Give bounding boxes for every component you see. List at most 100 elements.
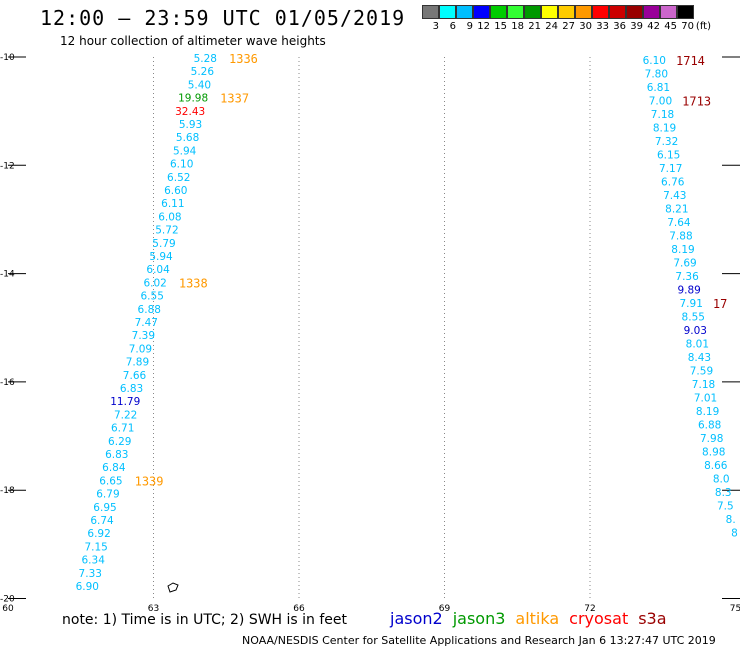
wave-height-label: 5.72 — [155, 225, 178, 237]
wave-height-label: 6.79 — [96, 489, 119, 501]
color-swatch — [490, 5, 507, 19]
wave-height-label: 7.39 — [132, 330, 155, 342]
wave-height-label: 5.28 — [194, 53, 217, 65]
wave-height-label: 19.98 — [178, 93, 208, 105]
pass-time-label: 1339 — [135, 474, 164, 488]
wave-height-label: 8.98 — [702, 447, 725, 459]
wave-height-label: 7.69 — [673, 258, 696, 270]
color-scale-bar — [422, 5, 694, 21]
credit-line: NOAA/NESDIS Center for Satellite Applica… — [242, 634, 716, 647]
color-scale-label: 36 — [613, 21, 626, 32]
wave-height-label: 7.01 — [694, 393, 717, 405]
wave-height-label: 6.04 — [146, 264, 170, 276]
wave-height-label: 7.22 — [114, 409, 137, 421]
lon-tick-label: 63 — [148, 604, 159, 614]
pass-time-label: 1338 — [179, 276, 208, 290]
pass-time-label: 17 — [713, 297, 727, 311]
lon-tick-label: 66 — [293, 604, 305, 614]
wave-height-label: 6.34 — [82, 555, 106, 567]
wave-height-label: 7.33 — [79, 568, 102, 580]
wave-height-label: 5.26 — [191, 66, 215, 78]
color-scale-label: 12 — [477, 21, 490, 32]
wave-height-label: 5.93 — [179, 119, 202, 131]
pass-time-label: 1337 — [220, 92, 249, 106]
color-swatch — [592, 5, 609, 19]
lat-tick-label: -20 — [0, 595, 15, 605]
wave-height-label: 8.01 — [686, 339, 709, 351]
wave-height-label: 6.10 — [170, 159, 193, 171]
wave-height-label: 6.55 — [141, 291, 164, 303]
wave-height-label: 7.64 — [667, 217, 691, 229]
color-swatch — [507, 5, 524, 19]
color-scale-label: 70 — [681, 21, 694, 32]
wave-height-label: 7.98 — [700, 433, 723, 445]
lon-tick-label: 75 — [730, 604, 740, 614]
wave-height-label: 6.88 — [138, 304, 161, 316]
wave-height-label: 6.10 — [643, 55, 666, 67]
wave-height-label: 9.89 — [677, 285, 700, 297]
wave-height-label: 6.92 — [87, 528, 110, 540]
page-subtitle: 12 hour collection of altimeter wave hei… — [60, 34, 326, 48]
color-swatch — [609, 5, 626, 19]
wave-height-label: 7.88 — [669, 231, 692, 243]
color-swatch — [541, 5, 558, 19]
color-swatch — [643, 5, 660, 19]
lat-tick-label: -18 — [0, 486, 15, 496]
wave-height-label: 5.94 — [173, 145, 197, 157]
color-scale-labels: 3 6 9 12 15 18 21 24 27 30 33 36 39 42 45 70 (ft) — [422, 21, 711, 32]
wave-height-label: 7.91 — [680, 298, 703, 310]
wave-height-label: 8.19 — [653, 123, 676, 135]
wave-height-label: 7.66 — [123, 370, 147, 382]
color-scale-label: 18 — [511, 21, 524, 32]
wave-height-label: 7.43 — [663, 190, 686, 202]
wave-height-label: 7.15 — [84, 541, 107, 553]
wave-height-label: 8.19 — [696, 406, 719, 418]
legend-altika: altika — [515, 609, 560, 628]
wave-height-label: 11.79 — [110, 396, 140, 408]
color-scale-label: (ft) — [695, 21, 711, 32]
color-swatch — [456, 5, 473, 19]
wave-height-label: 7.09 — [129, 343, 152, 355]
wave-height-label: 7.18 — [692, 379, 715, 391]
wave-height-label: 7.32 — [655, 136, 678, 148]
pass-time-label: 1714 — [676, 54, 705, 68]
page-title: 12:00 – 23:59 UTC 01/05/2019 — [40, 6, 406, 30]
wave-height-label: 6.95 — [93, 502, 116, 514]
color-scale-label: 45 — [664, 21, 677, 32]
color-swatch — [677, 5, 694, 19]
color-scale-label: 30 — [579, 21, 592, 32]
wave-height-label: 5.79 — [152, 238, 175, 250]
wave-height-label: 6.83 — [120, 383, 143, 395]
color-scale-label: 39 — [630, 21, 643, 32]
color-scale-label: 6 — [449, 21, 456, 32]
wave-height-label: 6.71 — [111, 423, 134, 435]
wave-height-label: 8.19 — [671, 244, 694, 256]
wave-height-label: 32.43 — [175, 106, 205, 118]
wave-height-label: 7.47 — [135, 317, 158, 329]
wave-height-label: 6.52 — [167, 172, 190, 184]
wave-height-label: 6.88 — [698, 420, 721, 432]
color-scale-label: 27 — [562, 21, 575, 32]
lon-tick-label: 72 — [584, 604, 595, 614]
lat-tick-label: -14 — [0, 270, 15, 280]
satellite-legend: jason2 jason3 altika cryosat s3a — [390, 609, 677, 628]
wave-height-label: 6.84 — [102, 462, 126, 474]
color-swatch — [660, 5, 677, 19]
wave-height-label: 8. — [726, 514, 736, 526]
wave-height-label: 5.68 — [176, 132, 199, 144]
wave-height-label: 6.60 — [164, 185, 187, 197]
wave-height-label: 6.15 — [657, 150, 680, 162]
wave-height-label: 8.3 — [715, 487, 732, 499]
lat-tick-label: -10 — [0, 53, 15, 63]
wave-height-label: 6.83 — [105, 449, 128, 461]
color-swatch — [626, 5, 643, 19]
color-scale-label: 9 — [466, 21, 473, 32]
color-swatch — [558, 5, 575, 19]
wave-height-label: 6.11 — [161, 198, 184, 210]
color-swatch — [422, 5, 439, 19]
color-swatch — [473, 5, 490, 19]
pass-time-label: 1713 — [682, 95, 711, 109]
wave-height-label: 6.76 — [661, 177, 685, 189]
color-scale-label: 15 — [494, 21, 507, 32]
